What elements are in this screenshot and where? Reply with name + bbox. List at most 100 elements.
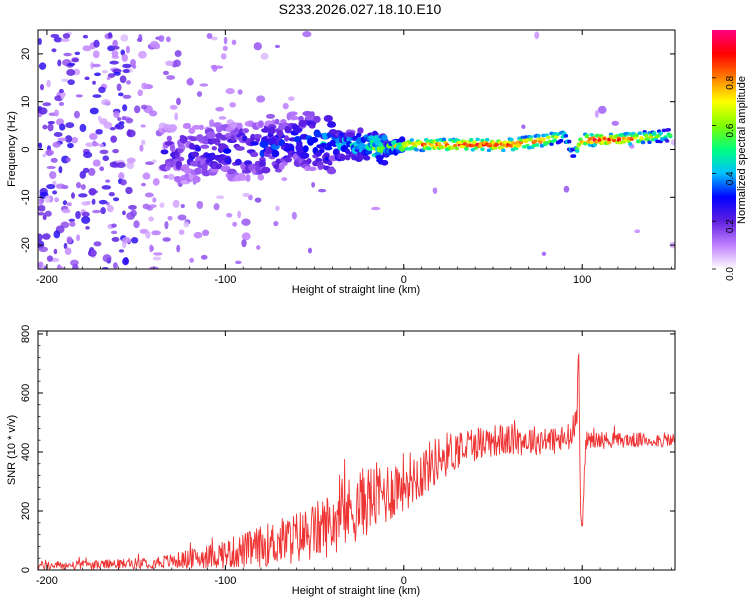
spectrogram-ridge-cell [169,144,176,152]
spectrogram-noise-cell [174,50,182,57]
spectrogram-ridge-cell [464,147,469,151]
spectrogram-noise-cell [99,143,104,148]
spectrogram-noise-cell [307,247,313,254]
spectrogram-noise-cell [44,210,52,217]
spectrogram-ridge-cell [250,151,259,158]
spectrogram-noise-cell [122,104,128,112]
spectrogram-ridge-cell [558,138,564,143]
spectrogram-ridge-cell [523,135,529,139]
colorbar-ticks: 0.0 0.2 0.4 0.6 0.8 [712,75,736,281]
spectrogram-ridge-cell [313,115,321,123]
spectrogram-ridge-cell [494,142,500,147]
spectrogram-ridge-cell [176,156,185,162]
spectrogram-ridge-cell [546,135,551,140]
spectrogram-noise-cell [138,50,147,59]
spectrogram-ridge-cell [592,143,598,147]
spectrogram-noise-cell [162,70,169,76]
spectrogram-noise-cell [260,52,269,60]
spectrogram-ridge-cell [237,122,243,130]
spectrogram-noise-cell [199,83,209,87]
snr-x-tick-label: 0 [401,575,407,587]
spectrogram-noise-cell [81,211,90,217]
spectrogram-noise-cell [152,159,157,163]
spectrogram-noise-cell [78,193,88,198]
spectrogram-noise-cell [46,79,51,88]
spectrogram-noise-cell [38,142,43,149]
spectrogram-ridge-cell [536,134,541,138]
spectrogram-noise-cell [38,37,42,46]
spectrogram-noise-cell [42,153,47,158]
spectrogram-noise-cell [237,210,242,219]
spectrogram-noise-cell [92,94,102,98]
spectrogram-ridge-cell [637,131,643,135]
spectrogram-noise-cell [141,182,146,187]
spectrogram-noise-cell [126,161,135,170]
spectrogram-noise-cell [166,75,176,80]
spectrogram-noise-cell [256,95,266,103]
spectrogram-noise-cell [52,180,57,186]
spectrogram-noise-cell [534,31,540,40]
spectrogram-noise-cell [82,34,89,39]
spectrogram-noise-cell [117,117,122,121]
spectrogram-noise-cell [60,38,70,42]
spectrogram-noise-cell [122,63,132,69]
spectrogram-noise-cell [53,230,61,239]
spectrogram-ridge-cell [525,138,530,142]
colorbar-tick-label: 0.8 [725,75,736,89]
spectrogram-noise-cell [634,229,641,234]
spectrogram-noise-cell [85,226,90,230]
spectrogram-ridge-cell [375,154,384,160]
spectrogram-noise-cell [165,36,171,43]
spectrogram-ridge-cell [501,148,506,153]
spectrogram-noise-cell [144,192,154,198]
spectrogram-noise-cell [145,161,155,165]
spectrogram-noise-cell [222,45,228,51]
figure-title: S233.2026.027.18.10.E10 [279,1,442,17]
spectrogram-noise-cell [68,218,76,222]
spectrogram-ridge-cell [607,140,612,144]
spectrogram-noise-cell [118,249,125,253]
spectrogram-noise-cell [189,257,194,263]
spectrogram-ridge-cell [200,144,210,149]
spectrogram-noise-cell [38,212,46,216]
spectrogram-noise-cell [213,203,220,211]
spectrogram-noise-cell [53,132,63,138]
spectrogram-ridge-cell [533,139,538,143]
spectrogram-noise-cell [92,50,100,59]
spectrogram-noise-cell [106,205,114,213]
spectrogram-ridge-cell [175,160,183,168]
spectrogram-noise-cell [38,261,44,269]
spectrogram-noise-cell [119,75,127,84]
spectrogram-ridge-cell [664,139,670,143]
spectrogram-ridge-cell [398,136,406,144]
spectrogram-ridge-cell [344,154,351,161]
spectrogram-noise-cell [152,197,157,203]
spectrogram-noise-cell [66,236,73,244]
spectrogram-noise-cell [112,148,119,154]
spectrogram-ridge-cell [235,146,245,151]
spectrogram-noise-cell [59,88,64,94]
spectrogram-noise-cell [46,183,56,190]
spectrogram-ridge-cell [469,138,474,142]
spectrogram-noise-cell [38,62,47,70]
colorbar-tick-label: 0.6 [725,123,736,137]
snr-x-tick-label: 100 [573,575,591,587]
spectrogram-y-label: Frequency (Hz) [6,111,18,187]
spectrogram-noise-cell [89,132,98,140]
spectrogram-ridge-cell [372,130,378,137]
spectrogram-noise-cell [43,265,48,269]
spectrogram-ridge-cell [284,125,292,134]
spectrogram-noise-cell [265,113,276,119]
spectrogram-y-tick-label: 10 [20,96,32,108]
spectrogram-ridge-cell [441,137,447,142]
spectrogram-noise-cell [109,60,119,65]
spectrogram-noise-cell [102,254,112,263]
spectrogram-noise-cell [158,35,165,43]
colorbar-tick-label: 0.2 [725,219,736,233]
spectrogram-noise-cell [67,142,74,149]
spectrogram-noise-cell [109,126,116,131]
spectrogram-ridge-cell [206,131,216,139]
spectrogram-ridge-cell [563,134,569,138]
spectrogram-noise-cell [159,202,165,208]
